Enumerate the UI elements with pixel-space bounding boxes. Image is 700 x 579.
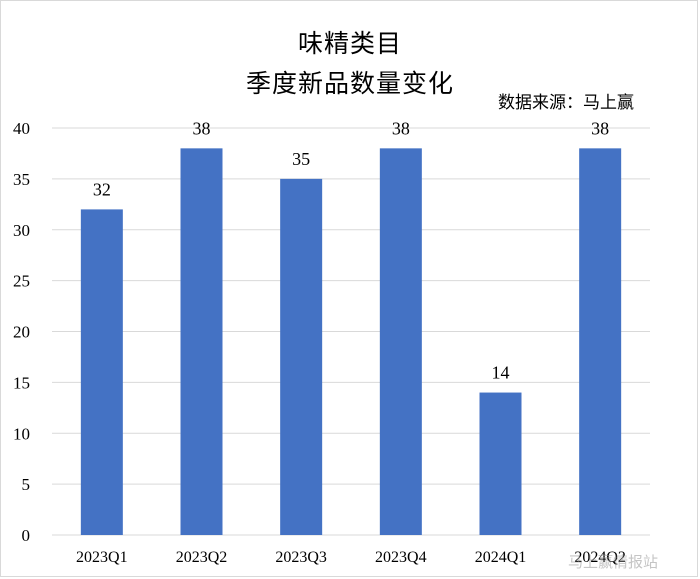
data-label: 32: [93, 179, 111, 199]
bar: [579, 148, 622, 535]
chart-subtitle: 季度新品数量变化: [245, 69, 454, 98]
data-label: 38: [591, 118, 609, 138]
data-label: 38: [392, 118, 410, 138]
data-label: 35: [292, 149, 310, 169]
y-tick-label: 30: [13, 221, 30, 240]
bar: [479, 392, 522, 535]
chart-title: 味精类目: [297, 29, 402, 58]
x-tick-label: 2023Q3: [275, 549, 327, 566]
bar: [80, 209, 123, 535]
y-tick-label: 0: [22, 526, 31, 545]
y-tick-label: 40: [13, 119, 30, 138]
x-tick-label: 2023Q1: [76, 549, 128, 566]
x-tick-label: 2024Q2: [574, 549, 626, 566]
data-source-note: 数据来源：马上赢: [498, 93, 634, 113]
y-tick-label: 5: [22, 475, 31, 494]
y-tick-label: 15: [13, 373, 30, 392]
watermark: 马上赢情报站: [568, 553, 659, 571]
y-tick-label: 35: [13, 170, 30, 189]
bar: [379, 148, 422, 535]
y-tick-label: 10: [13, 424, 30, 443]
data-label: 14: [492, 363, 510, 383]
y-tick-label: 25: [13, 272, 30, 291]
bar: [180, 148, 223, 535]
y-tick-label: 20: [13, 323, 30, 342]
x-tick-label: 2024Q1: [475, 549, 527, 566]
data-label: 38: [193, 118, 211, 138]
x-tick-label: 2023Q2: [176, 549, 228, 566]
bar: [280, 178, 323, 535]
x-tick-label: 2023Q4: [375, 549, 427, 566]
